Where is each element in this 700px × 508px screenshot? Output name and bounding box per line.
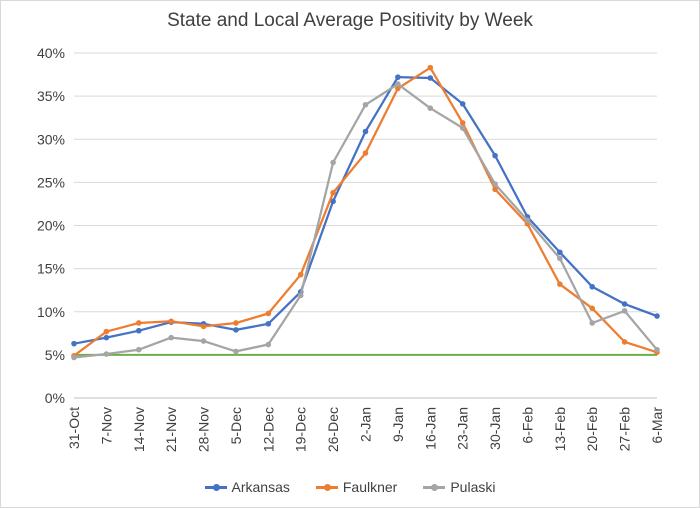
data-point-faulkner	[621, 339, 628, 345]
data-point-pulaski	[524, 217, 531, 224]
data-point-pulaski	[362, 101, 369, 108]
data-point-pulaski	[135, 346, 142, 353]
data-point-arkansas	[492, 152, 498, 159]
data-point-arkansas	[265, 321, 272, 327]
legend-label-arkansas: Arkansas	[231, 479, 290, 495]
data-point-faulkner	[427, 64, 434, 71]
x-tick-label: 7-Nov	[98, 407, 114, 444]
data-point-faulkner	[557, 281, 563, 287]
x-tick-label: 13-Feb	[552, 407, 568, 452]
data-point-pulaski	[557, 255, 563, 262]
y-tick-label: 10%	[37, 304, 65, 320]
data-point-pulaski	[427, 105, 434, 111]
legend-swatch-faulkner	[315, 483, 338, 491]
legend-swatch-arkansas	[204, 483, 227, 491]
data-point-faulkner	[200, 323, 207, 330]
data-point-faulkner	[297, 271, 304, 278]
y-tick-label: 0%	[45, 390, 65, 406]
y-tick-label: 5%	[45, 347, 65, 363]
data-point-arkansas	[589, 283, 596, 290]
data-point-pulaski	[200, 338, 207, 344]
data-point-pulaski	[395, 81, 401, 87]
data-point-pulaski	[71, 354, 77, 361]
data-point-faulkner	[168, 318, 174, 325]
legend-label-faulkner: Faulkner	[342, 479, 398, 495]
y-tick-label: 30%	[37, 131, 65, 147]
x-tick-label: 21-Nov	[163, 407, 179, 452]
x-tick-label: 30-Jan	[487, 407, 503, 450]
data-point-pulaski	[492, 181, 498, 187]
x-tick-label: 2-Jan	[358, 407, 374, 442]
x-tick-label: 28-Nov	[196, 407, 212, 452]
series-line-pulaski	[73, 82, 658, 359]
x-tick-label: 23-Jan	[455, 407, 471, 450]
data-point-pulaski	[330, 159, 336, 166]
data-point-pulaski	[168, 334, 174, 341]
data-point-pulaski	[265, 341, 272, 348]
data-point-pulaski	[654, 346, 660, 353]
data-point-arkansas	[362, 128, 369, 135]
y-tick-label: 40%	[37, 45, 65, 61]
legend-item-faulkner: Faulkner	[315, 479, 398, 495]
x-tick-label: 31-Oct	[66, 407, 82, 449]
legend-marker-faulkner	[323, 483, 331, 491]
series-line-faulkner	[73, 66, 658, 357]
data-point-arkansas	[621, 301, 628, 307]
data-point-pulaski	[297, 292, 304, 299]
data-point-arkansas	[135, 327, 142, 334]
x-tick-label: 6-Feb	[519, 407, 535, 444]
x-tick-label: 19-Dec	[293, 407, 309, 452]
x-tick-label: 6-Mar	[649, 407, 665, 444]
legend-marker-pulaski	[431, 483, 439, 491]
data-point-arkansas	[459, 101, 466, 107]
data-point-faulkner	[103, 328, 110, 335]
legend: Arkansas Faulkner Pulaski	[1, 479, 699, 495]
data-point-faulkner	[492, 186, 498, 193]
y-tick-label: 15%	[37, 261, 65, 277]
legend-item-arkansas: Arkansas	[204, 479, 290, 495]
data-point-pulaski	[459, 125, 466, 131]
data-point-arkansas	[103, 334, 110, 341]
x-tick-label: 27-Feb	[617, 407, 633, 452]
data-point-faulkner	[330, 189, 336, 196]
data-point-arkansas	[233, 327, 239, 333]
data-point-arkansas	[330, 198, 336, 205]
x-tick-label: 14-Nov	[131, 407, 147, 452]
data-point-faulkner	[459, 120, 466, 126]
x-tick-label: 26-Dec	[325, 407, 341, 452]
data-point-pulaski	[621, 308, 628, 314]
data-point-faulkner	[395, 85, 401, 92]
data-point-arkansas	[71, 340, 77, 347]
legend-item-pulaski: Pulaski	[423, 479, 495, 495]
data-point-pulaski	[103, 351, 110, 357]
data-point-arkansas	[427, 75, 434, 81]
data-point-faulkner	[265, 310, 272, 317]
data-point-faulkner	[135, 320, 142, 326]
legend-swatch-pulaski	[423, 483, 446, 491]
data-point-faulkner	[233, 320, 239, 326]
data-point-faulkner	[589, 305, 596, 312]
x-tick-label: 12-Dec	[260, 407, 276, 452]
data-point-pulaski	[233, 348, 239, 355]
x-tick-label: 5-Dec	[228, 407, 244, 444]
series-line-arkansas	[73, 75, 658, 345]
legend-label-pulaski: Pulaski	[450, 479, 496, 495]
x-tick-label: 9-Jan	[390, 407, 406, 442]
chart-title: State and Local Average Positivity by We…	[167, 10, 533, 31]
data-point-faulkner	[362, 150, 369, 156]
x-tick-label: 16-Jan	[422, 407, 438, 450]
y-tick-label: 35%	[37, 88, 65, 104]
y-tick-label: 25%	[37, 174, 65, 190]
x-tick-label: 20-Feb	[584, 407, 600, 452]
data-point-arkansas	[557, 249, 563, 256]
data-point-arkansas	[395, 74, 401, 80]
data-point-arkansas	[654, 313, 660, 319]
y-tick-label: 20%	[37, 218, 65, 234]
legend-marker-arkansas	[212, 483, 220, 491]
data-point-pulaski	[589, 320, 596, 326]
